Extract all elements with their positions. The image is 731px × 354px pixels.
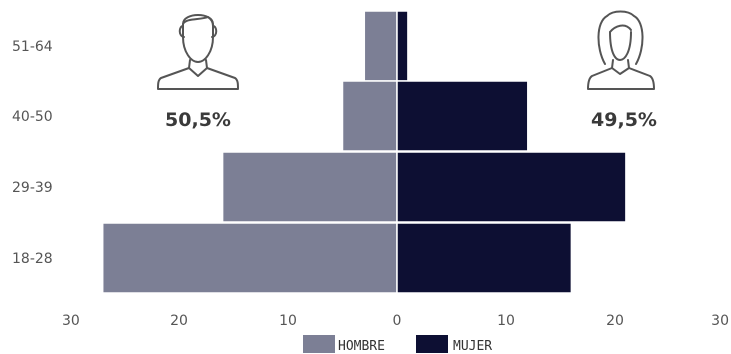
woman-percentage: 49,5% bbox=[591, 109, 657, 131]
bar-mujer-40-50 bbox=[396, 80, 529, 152]
category-labels: 51-64 40-50 29-39 18-28 bbox=[12, 39, 53, 267]
bar-hombre-29-39 bbox=[221, 151, 398, 223]
legend-label-hombre: HOMBRE bbox=[338, 339, 385, 354]
legend-label-mujer: MUJER bbox=[453, 339, 492, 354]
x-tick-label: 20 bbox=[170, 313, 188, 329]
bars-layer bbox=[101, 10, 627, 294]
man-icon bbox=[157, 14, 239, 90]
category-label-40-50: 40-50 bbox=[12, 109, 53, 125]
category-label-29-39: 29-39 bbox=[12, 180, 53, 196]
bar-hombre-51-64 bbox=[363, 10, 398, 82]
x-tick-label: 0 bbox=[393, 313, 402, 329]
category-label-51-64: 51-64 bbox=[12, 39, 53, 55]
x-axis-tick-labels: 30 20 10 0 10 20 30 bbox=[62, 313, 729, 329]
legend-swatch-mujer bbox=[416, 335, 448, 353]
bar-hombre-18-28 bbox=[101, 222, 398, 294]
woman-icon bbox=[587, 10, 655, 90]
category-label-18-28: 18-28 bbox=[12, 251, 53, 267]
x-tick-label: 30 bbox=[62, 313, 80, 329]
x-tick-label: 10 bbox=[497, 313, 515, 329]
legend-swatch-hombre bbox=[303, 335, 335, 353]
x-tick-label: 10 bbox=[279, 313, 297, 329]
x-tick-label: 20 bbox=[606, 313, 624, 329]
bar-mujer-18-28 bbox=[396, 222, 573, 294]
bar-mujer-51-64 bbox=[396, 10, 409, 82]
bar-mujer-29-39 bbox=[396, 151, 627, 223]
x-tick-label: 30 bbox=[711, 313, 729, 329]
legend: HOMBRE MUJER bbox=[303, 335, 492, 354]
bar-hombre-40-50 bbox=[341, 80, 398, 152]
man-percentage: 50,5% bbox=[165, 109, 231, 131]
